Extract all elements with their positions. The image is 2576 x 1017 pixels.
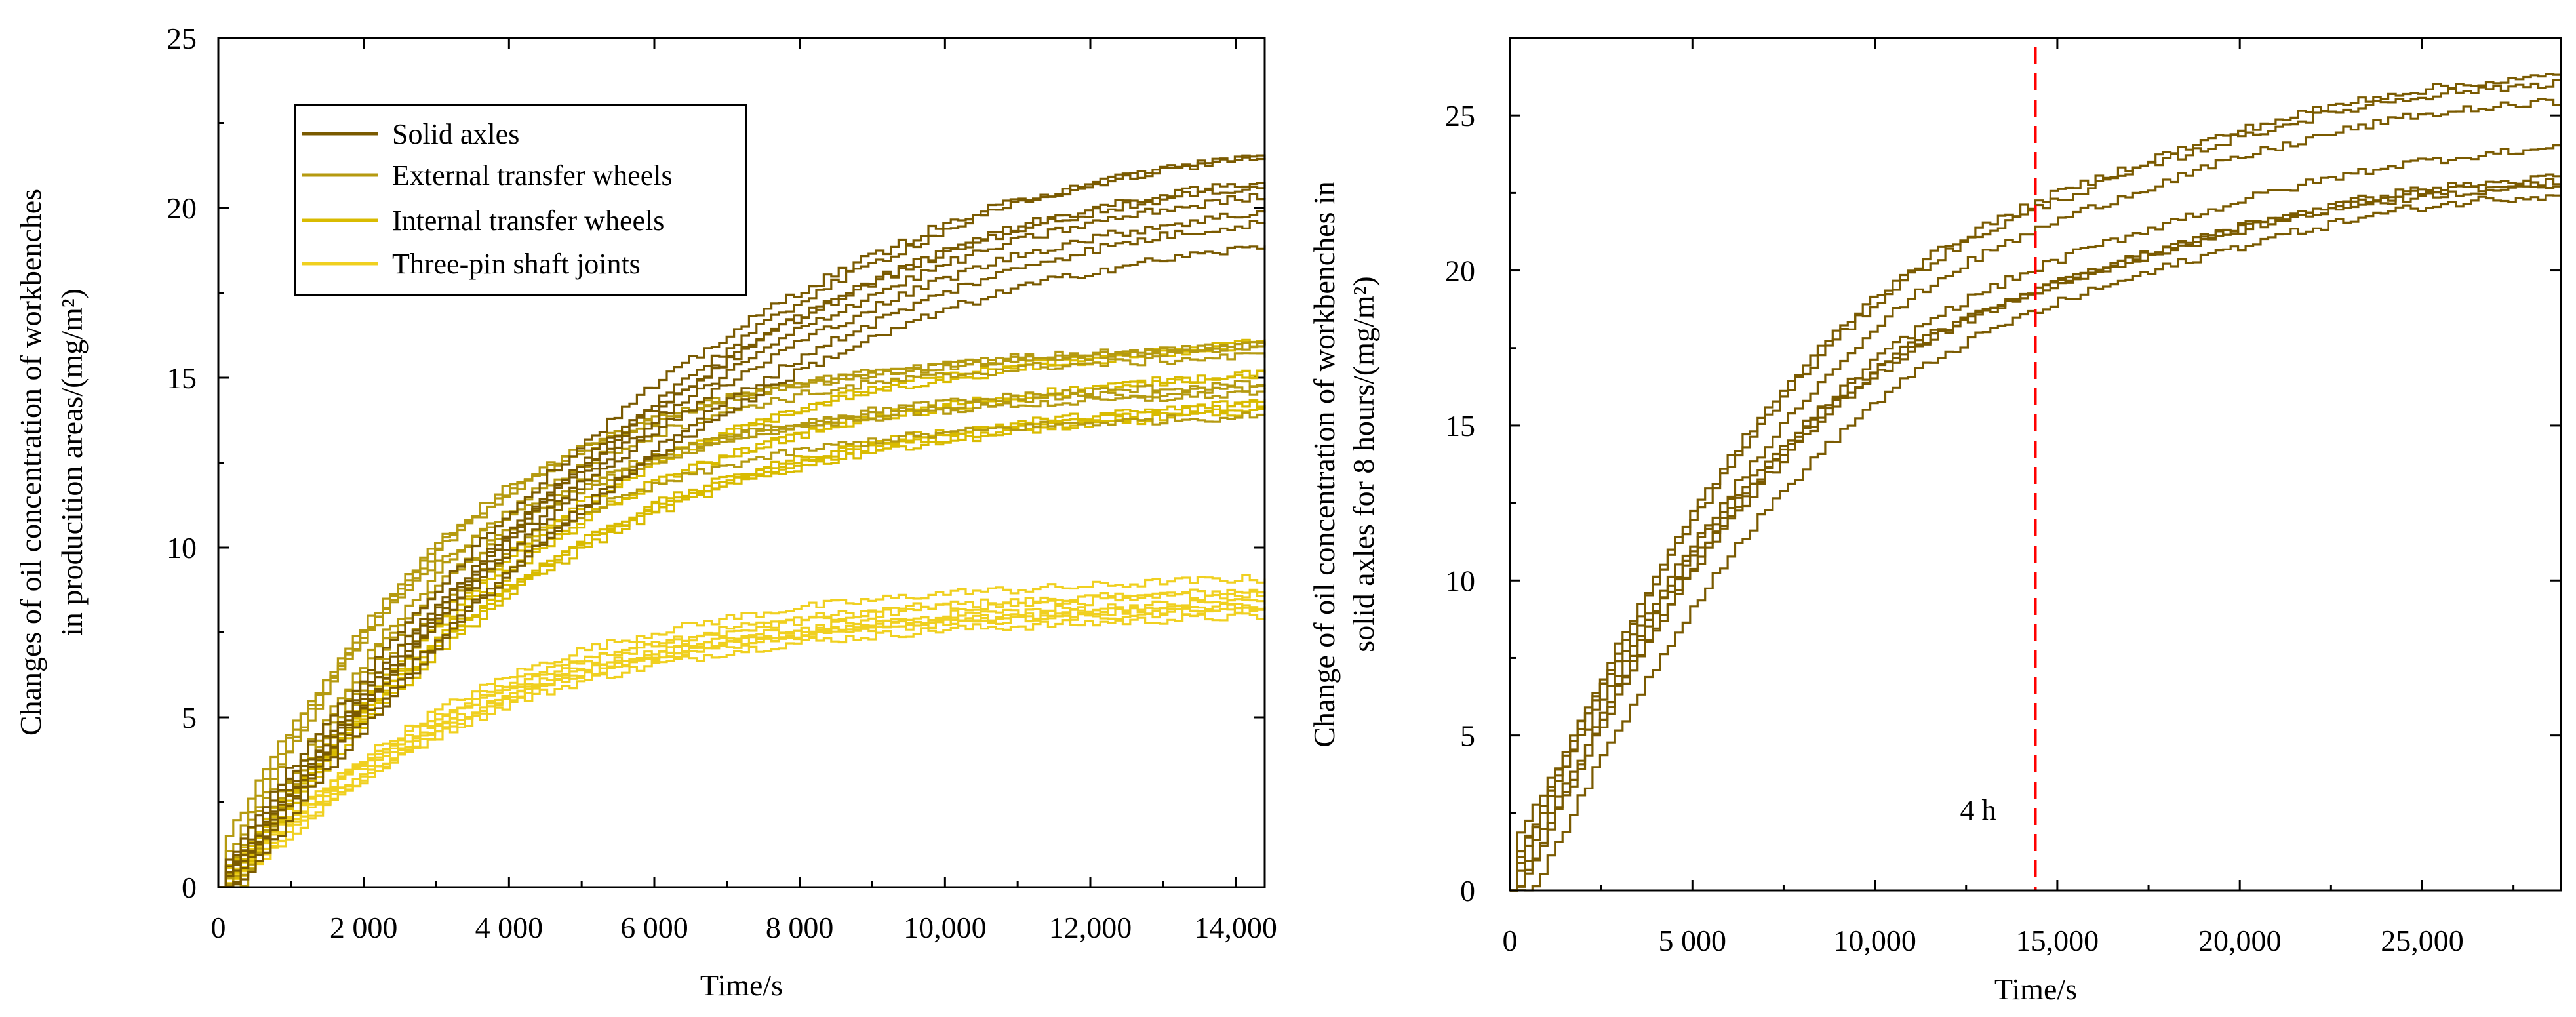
series-line-solid-axles [218,210,1266,888]
y-tick-label: 10 [167,531,197,565]
y-tick-label: 25 [1445,99,1475,132]
series-line-three-pin-shaft-joints [218,590,1266,888]
x-tick-label: 4 000 [475,911,544,944]
x-tick-label: 0 [211,911,226,944]
series-line-internal-transfer-wheels [218,369,1266,888]
x-tick-label: 0 [1503,924,1518,957]
series-line-solid-axles [218,154,1266,888]
x-tick-label: 14,000 [1194,911,1277,944]
series-line-external-transfer-wheels [218,388,1266,888]
left-plot-frame [217,37,1266,888]
series-line-three-pin-shaft-joints [218,574,1266,888]
legend-label-solid-axles: Solid axles [392,118,519,150]
left-x-axis-title: Time/s [700,968,783,1002]
series-line-three-pin-shaft-joints [218,611,1266,888]
series-line-solid-axles [218,182,1266,888]
x-tick-label: 8 000 [766,911,834,944]
series-line-solid-axles [218,245,1266,888]
x-tick-label: 2 000 [330,911,398,944]
y-tick-label: 5 [1460,719,1475,753]
series-line-external-transfer-wheels [218,411,1266,888]
legend-label-three-pin-shaft-joints: Three-pin shaft joints [392,248,641,280]
left-axes [217,37,1265,888]
annotation-4h-label: 4 h [1960,794,1996,826]
legend: Solid axles External transfer wheels Int… [294,104,747,296]
left-y-axis-title-line1: Changes of oil concentration of workbenc… [14,189,47,736]
left-y-axis-title-line2: in producition areas/(mg/m²) [55,289,89,636]
chart-right: 4 h 0 5 000 10,000 15,000 20,000 25,000 0 5 10 15… [1307,37,2562,1006]
right-x-axis-title: Time/s [1994,972,2077,1006]
series-line-internal-transfer-wheels [218,404,1266,888]
left-tick-labels: 0 2 000 4 000 6 000 8 000 10,000 12,000 14,000 0… [167,22,1277,944]
right-tick-labels: 0 5 000 10,000 15,000 20,000 25,000 0 5 10 15 20 25 [1445,99,2464,957]
y-tick-label: 0 [182,871,197,904]
right-plot-frame [1509,37,2562,892]
legend-label-external-transfer-wheels: External transfer wheels [392,159,673,191]
series-line-solid-axles [218,220,1266,888]
series-line-solid-axles [1510,98,2562,892]
right-y-axis-title-line2: solid axles for 8 hours/(mg/m²) [1347,276,1380,652]
x-tick-label: 10,000 [903,911,987,944]
y-tick-label: 20 [1445,254,1475,288]
y-tick-label: 0 [1460,874,1475,907]
y-tick-label: 25 [167,22,197,55]
x-tick-label: 5 000 [1659,924,1727,957]
right-y-axis-title-line1: Change of oil concentration of workbench… [1307,181,1341,748]
series-line-internal-transfer-wheels [218,399,1266,888]
series-line-three-pin-shaft-joints [218,598,1266,888]
y-tick-label: 5 [182,701,197,734]
series-line-three-pin-shaft-joints [218,588,1266,888]
left-series [218,154,1266,888]
x-tick-label: 10,000 [1833,924,1916,957]
x-tick-label: 6 000 [620,911,688,944]
y-tick-label: 10 [1445,564,1475,597]
y-tick-label: 15 [1445,409,1475,443]
y-tick-label: 15 [167,361,197,395]
series-line-solid-axles [218,193,1266,888]
chart-left: 0 2 000 4 000 6 000 8 000 10,000 12,000 14,000 0… [14,22,1277,1002]
series-line-solid-axles [1510,73,2562,892]
x-tick-label: 15,000 [2016,924,2099,957]
right-annotations: 4 h [1960,47,2037,890]
x-tick-label: 12,000 [1049,911,1132,944]
x-tick-label: 25,000 [2381,924,2464,957]
series-line-three-pin-shaft-joints [218,602,1266,888]
legend-label-internal-transfer-wheels: Internal transfer wheels [392,205,664,237]
y-tick-label: 20 [167,191,197,225]
x-tick-label: 20,000 [2198,924,2282,957]
